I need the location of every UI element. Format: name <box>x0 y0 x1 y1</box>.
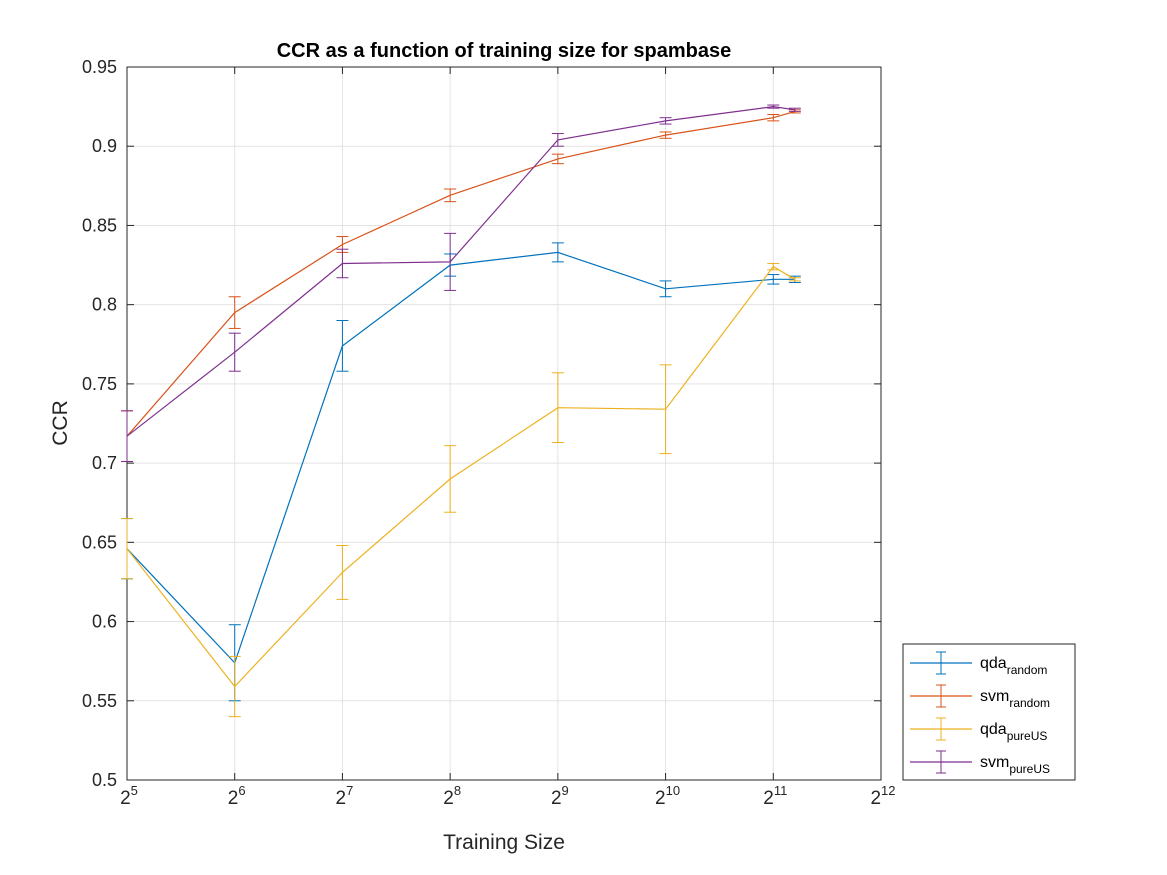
x-tick-exponent: 8 <box>454 783 461 798</box>
error-bar <box>444 232 457 291</box>
y-axis-label: CCR <box>49 400 72 446</box>
x-tick-exponent: 9 <box>562 783 569 798</box>
error-bar <box>788 107 801 112</box>
x-tick-label: 27 <box>336 783 354 809</box>
x-axis-label: Training Size <box>443 831 565 854</box>
grid <box>126 66 882 781</box>
x-tick-base: 2 <box>655 788 666 809</box>
y-tick-label: 0.9 <box>92 136 117 156</box>
x-tick-label: 211 <box>763 783 787 809</box>
error-bar <box>228 332 241 372</box>
error-bar <box>767 114 780 122</box>
x-tick-base: 2 <box>443 788 454 809</box>
y-tick-label: 0.7 <box>92 453 117 473</box>
x-tick-label: 29 <box>551 783 569 809</box>
y-tick-label: 0.65 <box>82 532 117 552</box>
plot-area <box>126 66 882 781</box>
x-tick-exponent: 12 <box>881 783 895 798</box>
error-bar <box>551 372 564 444</box>
x-tick-label: 28 <box>443 783 461 809</box>
error-bar <box>551 242 564 263</box>
series-line <box>126 110 795 437</box>
error-bar <box>659 280 672 298</box>
error-bar <box>228 655 241 718</box>
x-tick-exponent: 11 <box>774 783 788 798</box>
y-axis: 0.5 0.55 0.6 0.65 0.7 0.75 0.8 0.85 0.9 0.95 <box>82 57 881 790</box>
error-bar <box>444 188 457 203</box>
x-tick-exponent: 6 <box>238 783 245 798</box>
y-tick-label: 0.95 <box>82 57 117 77</box>
y-tick-label: 0.55 <box>82 691 117 711</box>
legend-item: svmpureUS <box>910 750 1050 776</box>
series-svm-pureUS <box>121 104 801 463</box>
series-line <box>126 251 795 664</box>
x-tick-base: 2 <box>763 788 774 809</box>
y-tick-label: 0.8 <box>92 295 117 315</box>
x-tick-exponent: 5 <box>131 783 138 798</box>
x-axis: 25 26 27 28 29 210 211 212 <box>120 67 896 809</box>
series-svm-random <box>121 109 801 463</box>
error-bar <box>767 274 780 285</box>
error-bar <box>444 445 457 513</box>
legend-item: qdapureUS <box>910 717 1047 743</box>
error-bar <box>659 131 672 139</box>
y-tick-label: 0.6 <box>92 612 117 632</box>
x-tick-label: 212 <box>870 783 895 809</box>
error-bar <box>336 545 349 600</box>
error-bar <box>788 277 801 282</box>
legend-label: svmrandom <box>980 688 1050 710</box>
error-bar <box>121 410 133 463</box>
x-tick-base: 2 <box>551 788 562 809</box>
error-bar <box>767 262 780 271</box>
x-tick-exponent: 10 <box>666 783 680 798</box>
series-layer <box>121 104 801 718</box>
legend-item: qdarandom <box>910 651 1047 677</box>
error-bar <box>228 296 241 329</box>
legend-label: qdarandom <box>980 655 1047 677</box>
legend-label: svmpureUS <box>980 754 1050 776</box>
legend-label: qdapureUS <box>980 721 1047 743</box>
x-tick-exponent: 7 <box>346 783 353 798</box>
error-bar <box>659 364 672 455</box>
chart-title: CCR as a function of training size for s… <box>277 40 732 62</box>
error-bar <box>121 518 133 580</box>
y-tick-label: 0.5 <box>92 770 117 790</box>
error-bar <box>336 248 349 279</box>
error-bar <box>659 117 672 125</box>
x-tick-base: 2 <box>120 788 131 809</box>
legend: qdarandom svmrandom qdapureUS svmpureUS <box>902 643 1076 781</box>
legend-box <box>902 643 1076 781</box>
error-bar <box>767 104 780 109</box>
series-qda-pureUS <box>121 262 801 718</box>
x-tick-base: 2 <box>336 788 347 809</box>
legend-item: svmrandom <box>910 684 1050 710</box>
x-tick-label: 210 <box>655 783 680 809</box>
x-tick-label: 25 <box>120 783 138 809</box>
x-tick-label: 26 <box>228 783 246 809</box>
error-bar <box>336 320 349 372</box>
x-tick-base: 2 <box>870 788 881 809</box>
series-line <box>126 265 796 688</box>
y-tick-label: 0.75 <box>82 374 117 394</box>
x-tick-base: 2 <box>228 788 239 809</box>
y-tick-label: 0.85 <box>82 215 117 235</box>
error-bar <box>551 133 564 147</box>
series-line <box>126 105 795 437</box>
error-bar <box>551 153 564 165</box>
